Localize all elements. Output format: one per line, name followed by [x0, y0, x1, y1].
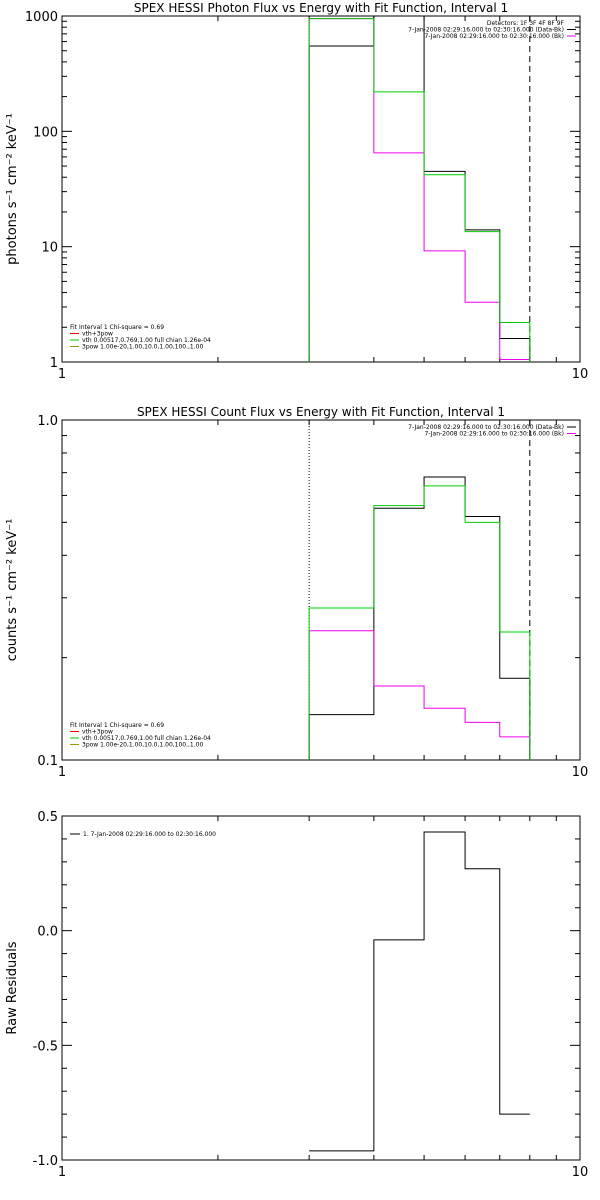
- series-green-histogram: [308, 18, 531, 362]
- legend-top-entry: 7-Jan-2008 02:29:16.000 to 02:30:16.000 …: [408, 27, 564, 34]
- x-tick-label: 1: [58, 367, 66, 382]
- series-magenta-histogram: [308, 18, 531, 362]
- y-tick-label: 1000: [25, 10, 58, 25]
- panel-1: SPEX HESSI Photon Flux vs Energy with Fi…: [5, 1, 588, 382]
- series-magenta-histogram: [308, 630, 531, 760]
- y-tick-label: 1.0: [37, 414, 58, 429]
- y-axis-label: Raw Residuals: [5, 941, 20, 1034]
- legend-bottom-entry: vth 0.00517,0.769,1.00 full chian 1.26e-…: [82, 337, 211, 344]
- legend-bottom-entry: vth 0.00517,0.769,1.00 full chian 1.26e-…: [82, 735, 211, 742]
- x-tick-label: 10: [572, 765, 589, 780]
- y-tick-label: -1.0: [33, 1154, 58, 1169]
- x-tick-label: 10: [572, 367, 589, 382]
- y-tick-label: 0.5: [37, 810, 58, 825]
- legend-top-entry: 7-Jan-2008 02:29:16.000 to 02:30:16.000 …: [408, 424, 564, 431]
- legend-bottom-entry: 3pow 1.00e-20,1.00,10.0,1.00,100.,1.00: [82, 344, 203, 351]
- x-tick-label: 1: [58, 765, 66, 780]
- legend-top-entry: Detectors: 1F 3F 4F 8F 9F: [487, 20, 565, 27]
- series-black-histogram: [309, 831, 530, 1152]
- legend-top-entry: 7-Jan-2008 02:29:16.000 to 02:30:16.000 …: [424, 33, 564, 40]
- legend-bottom-entry: vth+3pow: [82, 331, 113, 338]
- y-tick-label: 0.1: [37, 754, 58, 769]
- y-tick-label: 0.0: [37, 925, 58, 940]
- chart-title: SPEX HESSI Photon Flux vs Energy with Fi…: [134, 1, 508, 15]
- plot-frame: [61, 15, 581, 363]
- plot-frame: [61, 419, 581, 761]
- plot-frame: [61, 815, 581, 1161]
- legend-top-entry: 7-Jan-2008 02:29:16.000 to 02:30:16.000 …: [424, 431, 564, 438]
- y-tick-label: -0.5: [33, 1039, 58, 1054]
- chart-title: SPEX HESSI Count Flux vs Energy with Fit…: [137, 405, 505, 419]
- series-black-histogram: [308, 15, 531, 362]
- x-tick-label: 10: [572, 1165, 589, 1180]
- legend-bottom-entry: 3pow 1.00e-20,1.00,10.0,1.00,100.,1.00: [82, 742, 203, 749]
- panel-2: SPEX HESSI Count Flux vs Energy with Fit…: [5, 405, 588, 780]
- y-tick-label: 10: [41, 241, 58, 256]
- series-green-histogram: [308, 485, 531, 760]
- y-tick-label: 1: [50, 356, 58, 371]
- y-axis-label: photons s⁻¹ cm⁻² keV⁻¹: [5, 113, 20, 265]
- series-black-histogram: [308, 476, 531, 760]
- x-tick-label: 1: [58, 1165, 66, 1180]
- legend-bottom-entry: Fit Interval 1 Chi-square = 0.69: [70, 722, 164, 729]
- legend-entry: 1. 7-Jan-2008 02:29:16.000 to 02:30:16.0…: [83, 831, 216, 838]
- y-tick-label: 100: [33, 125, 58, 140]
- y-axis-label: counts s⁻¹ cm⁻² keV⁻¹: [5, 519, 20, 662]
- legend-bottom-entry: vth+3pow: [82, 729, 113, 736]
- legend-bottom-entry: Fit Interval 1 Chi-square = 0.69: [70, 324, 164, 331]
- panel-3: 1 10 -1.0 -0.5 0.0 0.5 Raw Residuals 1. 7-Jan-2…: [5, 810, 588, 1180]
